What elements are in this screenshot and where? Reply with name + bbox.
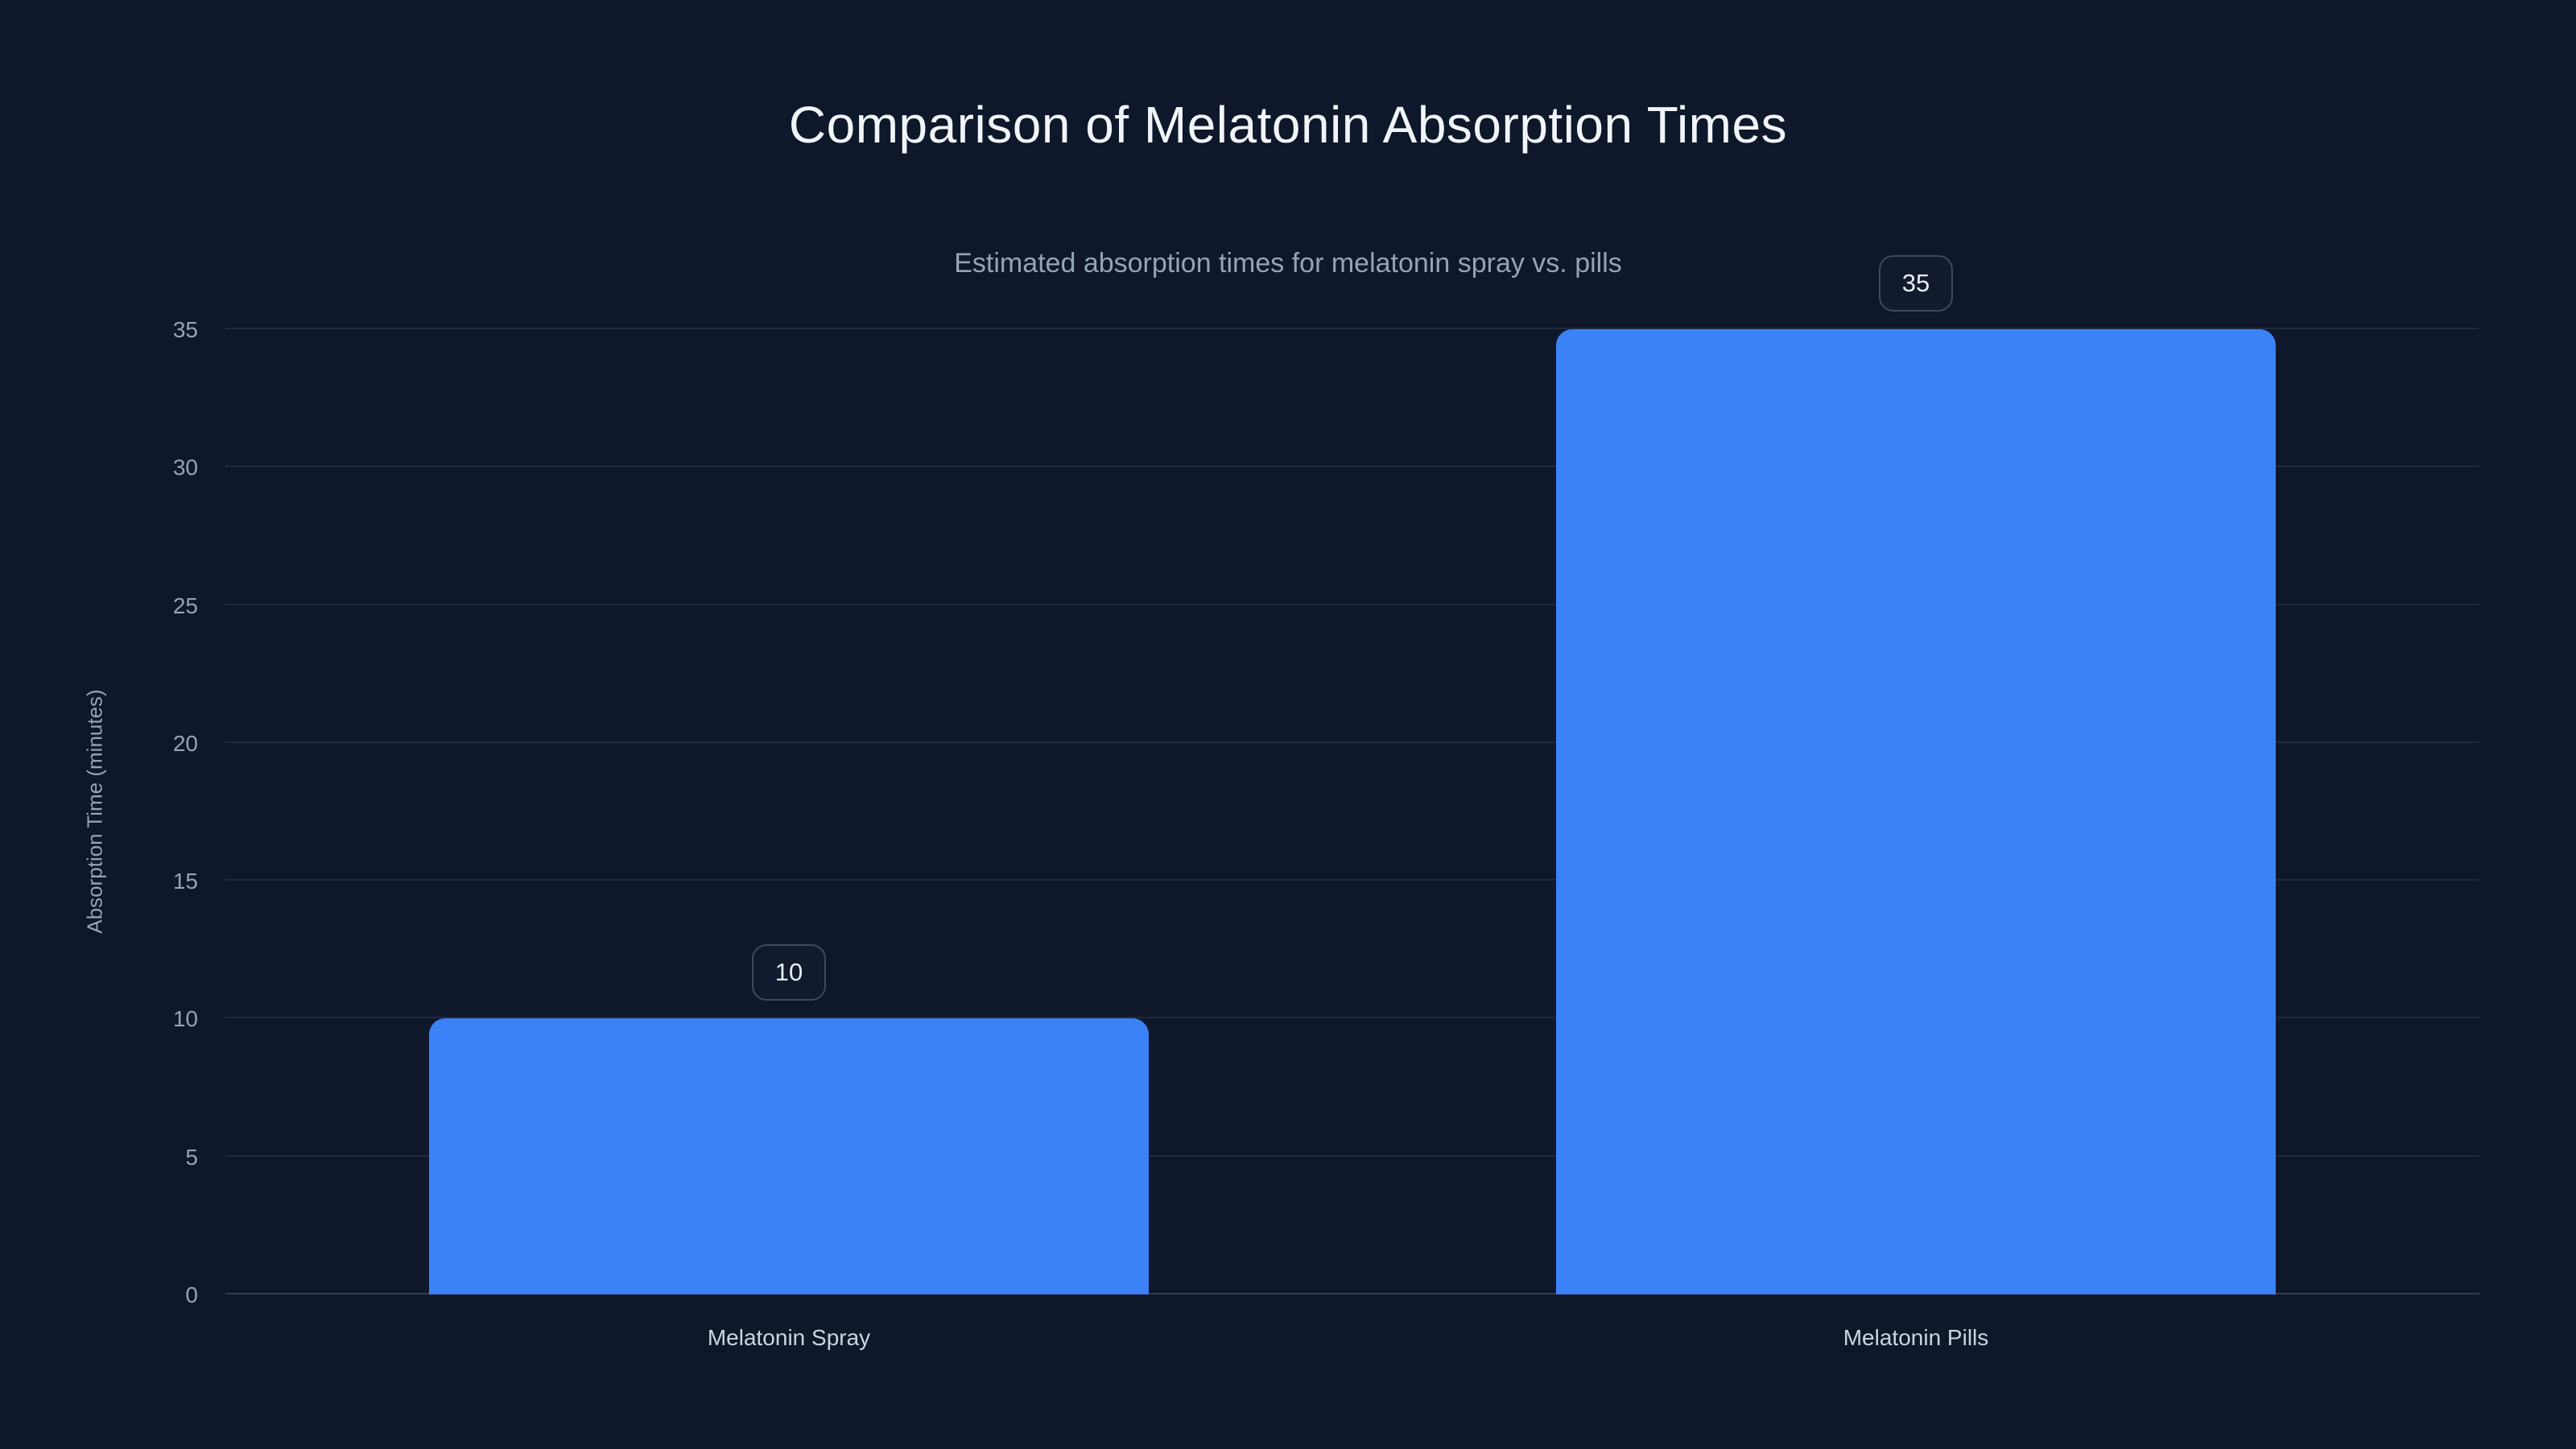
- y-tick-label-15: 15: [172, 869, 198, 894]
- y-tick-label-25: 25: [172, 592, 198, 618]
- x-category-label-1: Melatonin Spray: [707, 1325, 871, 1350]
- chart-title: Comparison of Melatonin Absorption Times: [788, 96, 1788, 154]
- plot-area: 0 5 10 15 20 25 30 35 10 Melatonin Spray 35 Melaton…: [173, 255, 2479, 1350]
- bar-melatonin-pills[interactable]: [1556, 329, 2276, 1294]
- bar-slot-2: 35 Melatonin Pills: [1352, 255, 2479, 1350]
- gridline-20: [225, 741, 2479, 743]
- y-tick-label-30: 30: [172, 455, 198, 481]
- bar-melatonin-spray[interactable]: [429, 1018, 1149, 1294]
- gridline-35: [225, 328, 2479, 329]
- value-badge-2: 35: [1879, 255, 1953, 312]
- y-tick-label-20: 20: [172, 730, 198, 756]
- gridline-10: [225, 1017, 2479, 1019]
- chart-subtitle: Estimated absorption times for melatonin…: [954, 248, 1622, 279]
- value-badge-1: 10: [752, 944, 826, 1001]
- gridline-0: [225, 1293, 2479, 1294]
- gridline-5: [225, 1154, 2479, 1157]
- x-category-label-2: Melatonin Pills: [1843, 1325, 1989, 1350]
- bar-slot-1: 10 Melatonin Spray: [225, 329, 1352, 1350]
- gridline-15: [225, 879, 2479, 881]
- gridline-30: [225, 465, 2479, 468]
- y-tick-label-0: 0: [185, 1282, 198, 1307]
- y-tick-label-35: 35: [172, 317, 198, 342]
- y-tick-label-5: 5: [185, 1144, 198, 1170]
- gridline-25: [225, 603, 2479, 605]
- y-tick-label-10: 10: [172, 1006, 198, 1032]
- y-axis-title: Absorption Time (minutes): [82, 689, 107, 934]
